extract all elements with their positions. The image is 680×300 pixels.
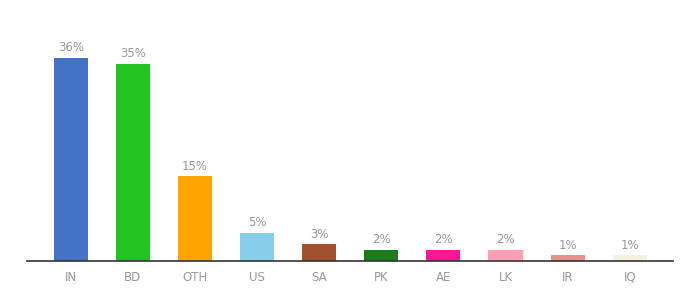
Bar bbox=[54, 58, 88, 261]
Text: 15%: 15% bbox=[182, 160, 208, 173]
Text: 5%: 5% bbox=[248, 216, 267, 230]
Bar bbox=[426, 250, 460, 261]
Text: 1%: 1% bbox=[558, 239, 577, 252]
Text: 2%: 2% bbox=[496, 233, 515, 246]
Bar bbox=[240, 233, 274, 261]
Text: 35%: 35% bbox=[120, 47, 146, 60]
Text: 2%: 2% bbox=[434, 233, 453, 246]
Text: 2%: 2% bbox=[372, 233, 390, 246]
Bar bbox=[613, 255, 647, 261]
Bar bbox=[302, 244, 336, 261]
Bar bbox=[364, 250, 398, 261]
Text: 3%: 3% bbox=[310, 228, 328, 241]
Bar bbox=[551, 255, 585, 261]
Bar bbox=[178, 176, 212, 261]
Text: 36%: 36% bbox=[58, 41, 84, 55]
Bar bbox=[488, 250, 522, 261]
Text: 1%: 1% bbox=[620, 239, 639, 252]
Bar bbox=[116, 64, 150, 261]
